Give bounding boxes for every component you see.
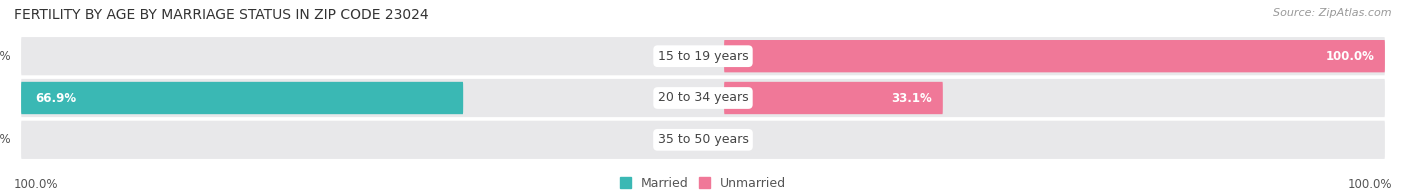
Text: 100.0%: 100.0% bbox=[1347, 178, 1392, 191]
FancyBboxPatch shape bbox=[21, 121, 1385, 159]
Text: 0.0%: 0.0% bbox=[0, 133, 11, 146]
Text: 20 to 34 years: 20 to 34 years bbox=[658, 92, 748, 104]
Text: 66.9%: 66.9% bbox=[35, 92, 76, 104]
Legend: Married, Unmarried: Married, Unmarried bbox=[620, 177, 786, 190]
FancyBboxPatch shape bbox=[21, 79, 1385, 117]
Text: 33.1%: 33.1% bbox=[891, 92, 932, 104]
Text: 100.0%: 100.0% bbox=[1326, 50, 1375, 63]
Text: 35 to 50 years: 35 to 50 years bbox=[658, 133, 748, 146]
FancyBboxPatch shape bbox=[21, 37, 1385, 75]
FancyBboxPatch shape bbox=[21, 82, 463, 114]
Text: 100.0%: 100.0% bbox=[14, 178, 59, 191]
Text: Source: ZipAtlas.com: Source: ZipAtlas.com bbox=[1274, 8, 1392, 18]
Text: 15 to 19 years: 15 to 19 years bbox=[658, 50, 748, 63]
Text: 0.0%: 0.0% bbox=[0, 50, 11, 63]
FancyBboxPatch shape bbox=[724, 40, 1385, 72]
Text: FERTILITY BY AGE BY MARRIAGE STATUS IN ZIP CODE 23024: FERTILITY BY AGE BY MARRIAGE STATUS IN Z… bbox=[14, 8, 429, 22]
FancyBboxPatch shape bbox=[724, 82, 943, 114]
